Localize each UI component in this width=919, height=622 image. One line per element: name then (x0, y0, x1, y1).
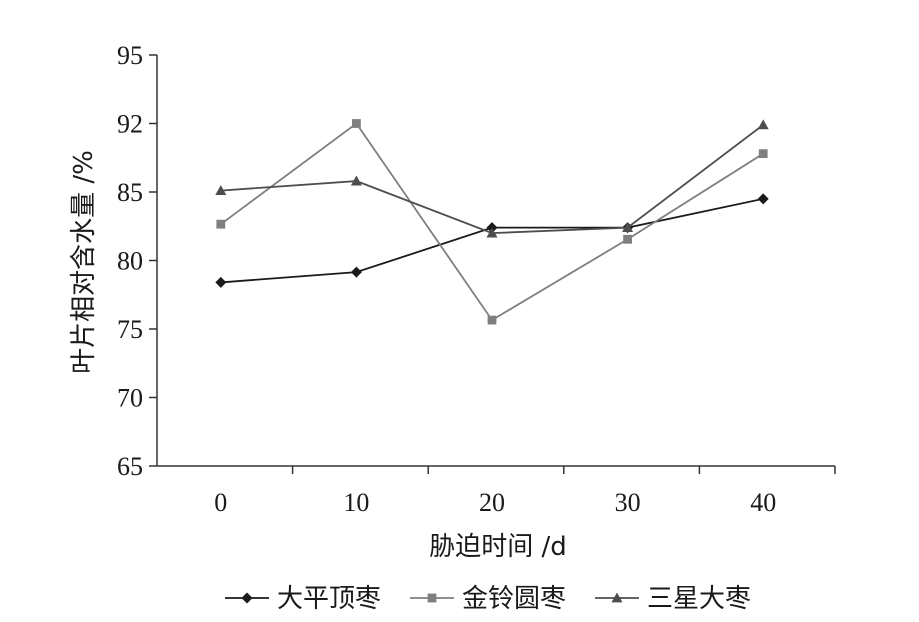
data-point (486, 227, 498, 238)
legend-item: 金铃圆枣 (410, 584, 566, 614)
data-point (758, 149, 768, 159)
legend-item: 大平顶枣 (225, 584, 381, 614)
x-tick-label: 30 (615, 488, 641, 517)
legend-item: 三星大枣 (595, 584, 751, 614)
data-point (352, 119, 361, 128)
data-point (350, 266, 362, 278)
legend: 大平顶枣 金铃圆枣 三星大枣 (225, 584, 751, 614)
y-tick-label: 95 (117, 41, 143, 70)
legend-label: 三星大枣 (647, 584, 751, 614)
series-3 (215, 119, 769, 238)
x-tick-label: 0 (214, 488, 227, 517)
data-point (350, 175, 362, 186)
axes (156, 55, 835, 467)
data-point (623, 234, 632, 244)
x-axis-label: 胁迫时间 /d (429, 532, 567, 562)
series-layer (215, 119, 769, 325)
x-tick-label: 10 (343, 488, 369, 517)
data-point (216, 219, 226, 229)
y-axis-label: 叶片相对含水量 /% (69, 150, 99, 374)
y-tick-label: 85 (117, 178, 143, 207)
legend-marker (611, 592, 623, 603)
y-tick-label: 80 (117, 247, 143, 276)
legend-marker (241, 592, 253, 604)
series-line (220, 197, 764, 284)
y-tick-label: 70 (117, 384, 143, 413)
legend-label: 大平顶枣 (277, 584, 381, 614)
data-point (757, 119, 769, 130)
y-tick-label: 75 (117, 315, 143, 344)
data-point (487, 315, 497, 325)
x-axis-ticks: 0 10 20 30 40 (214, 466, 836, 517)
legend-marker (427, 593, 437, 603)
series-1 (215, 193, 769, 288)
data-point (757, 193, 769, 205)
data-point (622, 222, 634, 233)
y-axis-ticks: 65 70 75 80 85 92 95 (117, 41, 157, 481)
y-tick-label: 92 (117, 110, 143, 139)
x-tick-label: 40 (750, 488, 776, 517)
x-tick-label: 20 (479, 488, 505, 517)
legend-label: 金铃圆枣 (462, 584, 566, 614)
series-2 (216, 119, 768, 325)
data-point (215, 276, 227, 288)
series-line (220, 122, 764, 322)
y-tick-label: 65 (117, 452, 143, 481)
data-point (215, 185, 227, 196)
